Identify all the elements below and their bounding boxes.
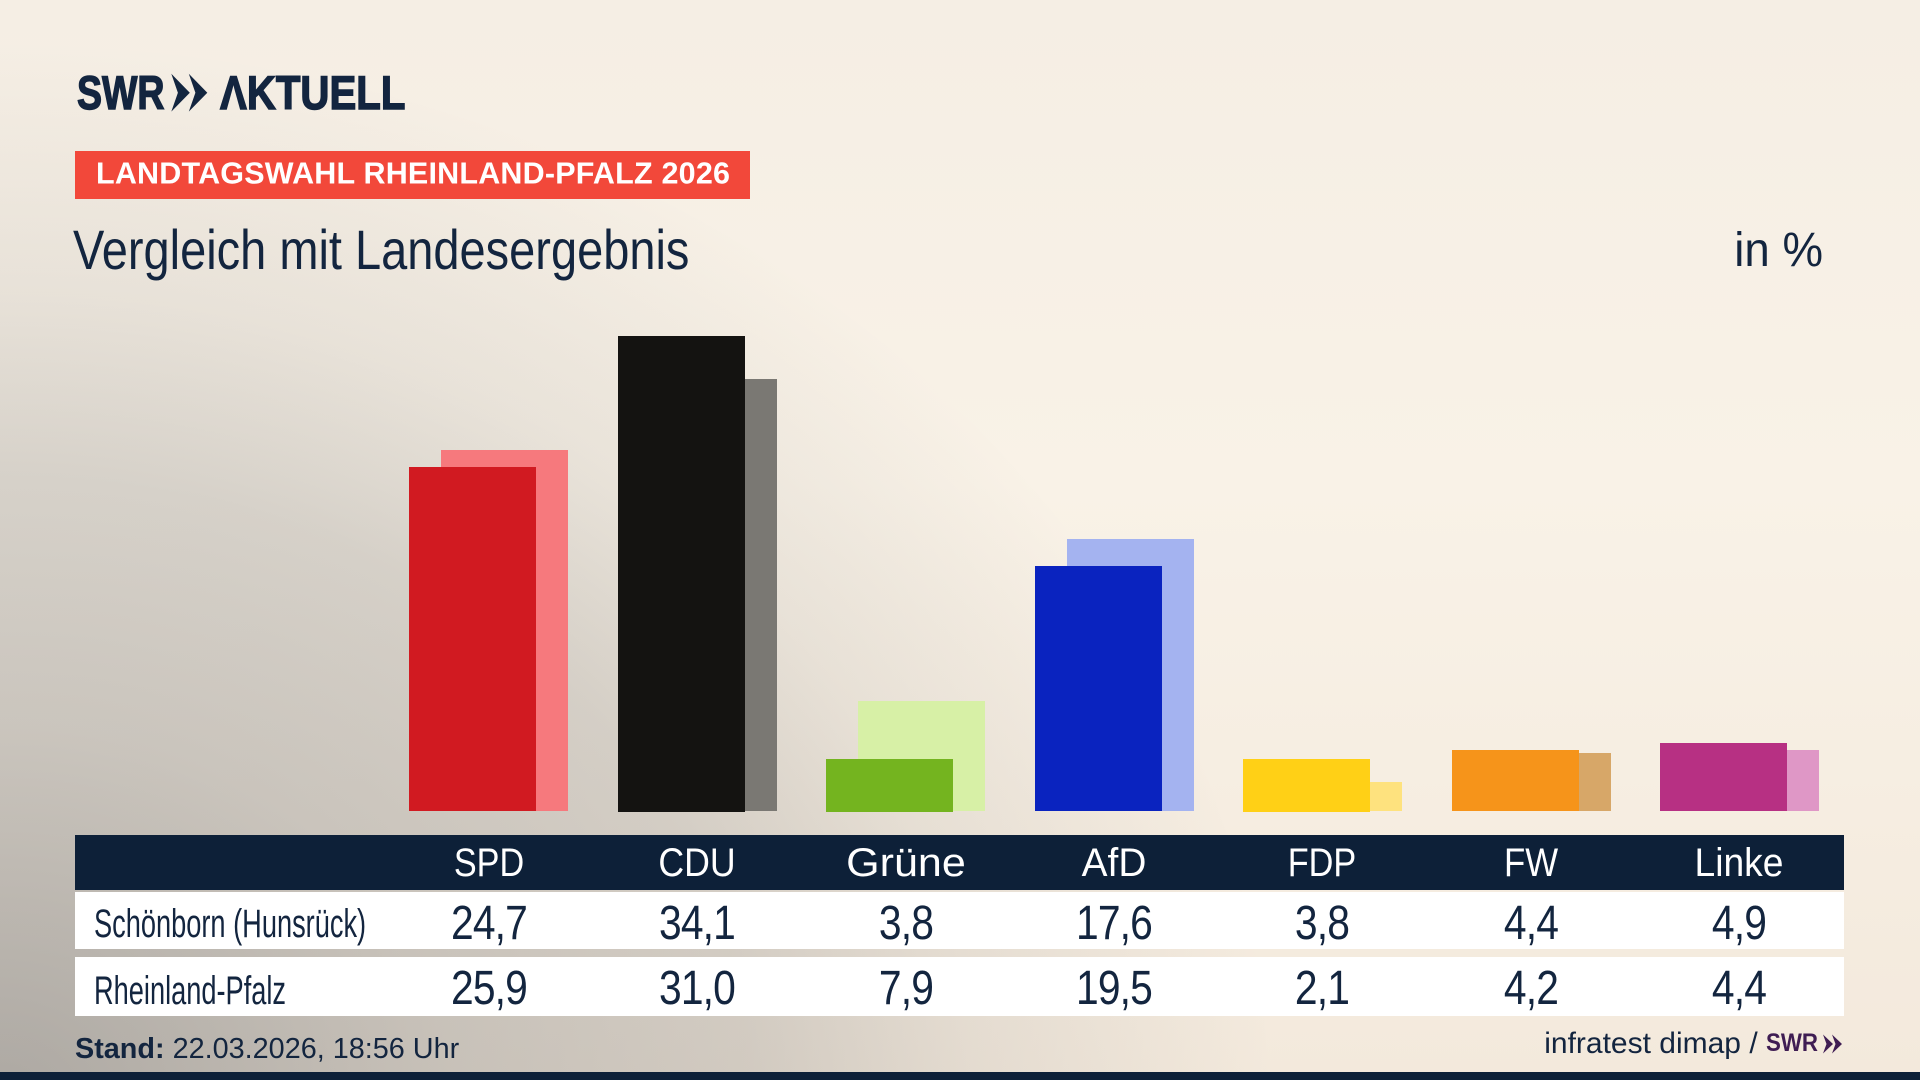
svg-text:SWR: SWR bbox=[77, 71, 165, 117]
svg-text:ΛKTUELL: ΛKTUELL bbox=[220, 71, 405, 117]
svg-text:SWR: SWR bbox=[1766, 1032, 1818, 1056]
